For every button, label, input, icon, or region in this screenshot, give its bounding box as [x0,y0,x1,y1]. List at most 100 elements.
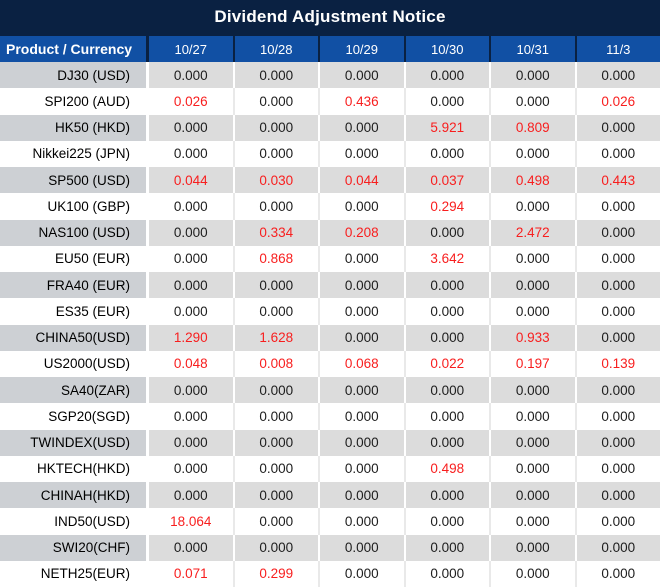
table-row: ES35 (EUR) 0.000 0.000 0.000 0.000 0.000 0.000 [0,298,660,325]
value-cell: 0.000 [318,508,404,535]
value-cell: 0.037 [403,167,489,194]
value-cell: 0.000 [232,508,318,535]
table-row: IND50(USD) 18.064 0.000 0.000 0.000 0.000 0.00… [0,508,660,535]
product-cell: Nikkei225 (JPN) [0,140,146,167]
value-cell: 0.000 [232,62,318,89]
value-cell: 0.026 [146,88,233,115]
value-cell: 0.000 [146,193,233,220]
value-cell: 0.000 [318,298,404,325]
value-cell: 0.000 [489,377,575,404]
value-cell: 0.048 [146,350,233,377]
value-cell: 0.334 [232,219,318,246]
value-cell: 0.000 [146,377,233,404]
value-cell: 0.000 [318,560,404,587]
value-cell: 0.030 [232,167,318,194]
value-cell: 0.000 [146,534,233,561]
value-cell: 0.000 [318,245,404,272]
value-cell: 1.290 [146,324,233,351]
value-cell: 0.000 [146,455,233,482]
table-header: Product / Currency 10/27 10/28 10/29 10/… [0,34,660,62]
value-cell: 0.000 [232,193,318,220]
table-row: Nikkei225 (JPN) 0.000 0.000 0.000 0.000 0.000… [0,140,660,167]
value-cell: 3.642 [403,245,489,272]
value-cell: 0.000 [403,324,489,351]
column-header-date-5: 10/31 [489,36,575,62]
value-cell: 0.000 [318,193,404,220]
value-cell: 0.000 [489,508,575,535]
value-cell: 0.000 [232,88,318,115]
value-cell: 0.000 [318,482,404,509]
value-cell: 0.000 [146,140,233,167]
value-cell: 0.008 [232,350,318,377]
value-cell: 0.000 [489,245,575,272]
value-cell: 0.000 [574,508,660,535]
value-cell: 0.000 [574,114,660,141]
product-cell: SP500 (USD) [0,167,146,194]
value-cell: 0.000 [146,429,233,456]
value-cell: 0.000 [403,429,489,456]
value-cell: 0.000 [403,298,489,325]
product-cell: EU50 (EUR) [0,245,146,272]
value-cell: 0.022 [403,350,489,377]
value-cell: 0.000 [489,429,575,456]
value-cell: 0.000 [574,377,660,404]
value-cell: 0.000 [318,377,404,404]
value-cell: 0.000 [403,534,489,561]
column-header-date-2: 10/28 [232,36,318,62]
value-cell: 0.000 [146,114,233,141]
value-cell: 0.000 [146,482,233,509]
table-row: US2000(USD) 0.048 0.008 0.068 0.022 0.197 0.13… [0,350,660,377]
value-cell: 0.197 [489,350,575,377]
value-cell: 0.000 [489,62,575,89]
value-cell: 0.000 [146,298,233,325]
value-cell: 0.000 [232,272,318,299]
product-cell: HK50 (HKD) [0,114,146,141]
value-cell: 0.000 [403,508,489,535]
value-cell: 0.000 [489,88,575,115]
value-cell: 0.000 [318,324,404,351]
product-cell: DJ30 (USD) [0,62,146,89]
value-cell: 0.000 [403,560,489,587]
value-cell: 18.064 [146,508,233,535]
table-row: SGP20(SGD) 0.000 0.000 0.000 0.000 0.000 0.000 [0,403,660,430]
value-cell: 0.000 [403,403,489,430]
product-cell: CHINAH(HKD) [0,482,146,509]
column-header-date-4: 10/30 [403,36,489,62]
value-cell: 0.000 [489,193,575,220]
product-cell: TWINDEX(USD) [0,429,146,456]
value-cell: 0.000 [574,193,660,220]
table-row: NAS100 (USD) 0.000 0.334 0.208 0.000 2.472 0.0… [0,219,660,246]
value-cell: 0.000 [489,140,575,167]
value-cell: 2.472 [489,219,575,246]
table-row: SWI20(CHF) 0.000 0.000 0.000 0.000 0.000 0.000 [0,534,660,561]
value-cell: 0.000 [574,62,660,89]
value-cell: 0.000 [489,272,575,299]
value-cell: 0.498 [489,167,575,194]
value-cell: 0.000 [403,377,489,404]
value-cell: 0.000 [318,62,404,89]
value-cell: 0.000 [489,455,575,482]
table-row: UK100 (GBP) 0.000 0.000 0.000 0.294 0.000 0.00… [0,193,660,220]
value-cell: 0.000 [318,429,404,456]
value-cell: 0.299 [232,560,318,587]
table-row: HKTECH(HKD) 0.000 0.000 0.000 0.498 0.000 0.00… [0,455,660,482]
value-cell: 0.000 [232,114,318,141]
product-cell: SPI200 (AUD) [0,88,146,115]
table-row: SP500 (USD) 0.044 0.030 0.044 0.037 0.498 0.44… [0,167,660,194]
value-cell: 0.000 [403,272,489,299]
value-cell: 0.044 [318,167,404,194]
value-cell: 0.000 [146,62,233,89]
value-cell: 0.000 [574,403,660,430]
value-cell: 0.000 [574,272,660,299]
column-header-date-1: 10/27 [146,36,233,62]
value-cell: 0.000 [232,534,318,561]
value-cell: 0.068 [318,350,404,377]
value-cell: 0.000 [489,482,575,509]
value-cell: 0.000 [318,403,404,430]
value-cell: 0.000 [403,219,489,246]
value-cell: 0.000 [574,482,660,509]
value-cell: 0.000 [489,534,575,561]
value-cell: 0.000 [318,114,404,141]
value-cell: 0.000 [232,377,318,404]
